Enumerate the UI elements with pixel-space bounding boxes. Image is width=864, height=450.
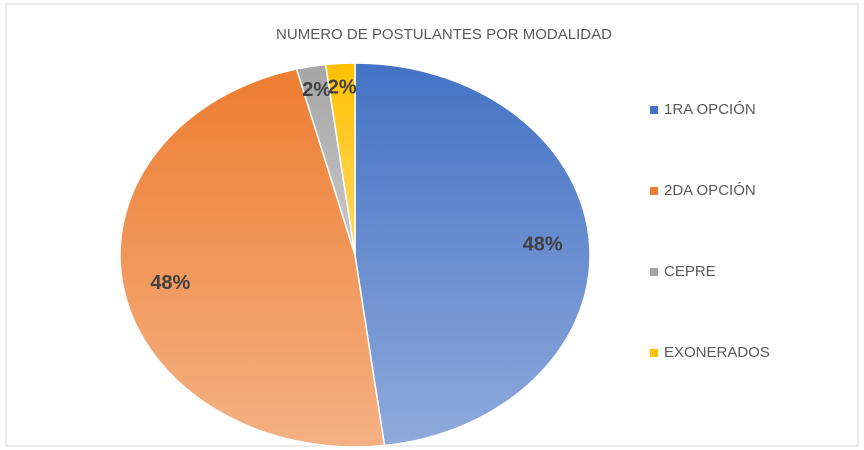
pie-slice xyxy=(119,68,386,448)
data-label: 2% xyxy=(328,77,357,99)
legend-label: 2DA OPCIÓN xyxy=(664,182,756,199)
pie-slice xyxy=(354,62,591,447)
legend-swatch xyxy=(650,268,658,276)
legend-swatch xyxy=(650,106,658,114)
data-label: 48% xyxy=(150,272,190,294)
data-label: 48% xyxy=(523,234,563,256)
legend-swatch xyxy=(650,187,658,195)
legend-swatch xyxy=(650,349,658,357)
legend-box xyxy=(632,70,848,394)
chart-title: NUMERO DE POSTULANTES POR MODALIDAD xyxy=(276,26,612,43)
legend-label: CEPRE xyxy=(664,263,716,280)
data-label: 2% xyxy=(302,79,331,101)
legend-label: 1RA OPCIÓN xyxy=(664,101,756,118)
legend-label: EXONERADOS xyxy=(664,344,770,361)
pie-slice xyxy=(324,62,356,256)
